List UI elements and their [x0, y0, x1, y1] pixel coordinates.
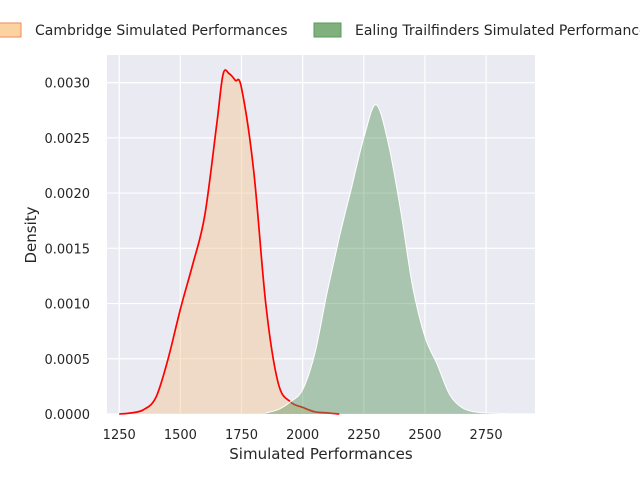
y-tick-label: 0.0025	[45, 132, 91, 147]
legend-label-ealing: Ealing Trailfinders Simulated Performanc…	[355, 23, 640, 39]
x-tick-label: 2250	[347, 428, 380, 443]
density-series	[119, 69, 511, 415]
x-tick-label: 1500	[164, 428, 197, 443]
y-tick-label: 0.0010	[45, 298, 91, 313]
y-tick-label: 0.0000	[45, 408, 91, 423]
density-line-0	[119, 69, 340, 415]
y-tick-label: 0.0020	[45, 187, 91, 202]
density-line-1	[265, 104, 511, 415]
grid-lines	[107, 55, 535, 415]
legend-label-cambridge: Cambridge Simulated Performances	[35, 23, 288, 39]
plot-background	[107, 55, 535, 414]
y-tick-label: 0.0030	[45, 77, 91, 92]
legend-swatch-cambridge	[0, 22, 22, 38]
x-tick-label: 2750	[470, 428, 503, 443]
x-tick-label: 2000	[286, 428, 319, 443]
x-tick-labels: 1250 1500 1750 2000 2250 2500 2750	[103, 428, 503, 443]
legend: Cambridge Simulated Performances Ealing …	[0, 22, 640, 39]
density-area-1	[266, 104, 511, 414]
legend-swatch-ealing	[313, 22, 342, 38]
density-area-0	[119, 70, 340, 414]
x-axis-label: Simulated Performances	[229, 445, 413, 463]
x-tick-label: 1750	[225, 428, 258, 443]
y-axis-label: Density	[22, 206, 40, 263]
y-tick-labels: 0.0000 0.0005 0.0010 0.0015 0.0020 0.0025 0.00…	[45, 77, 91, 423]
y-tick-label: 0.0015	[45, 242, 91, 257]
x-tick-label: 1250	[103, 428, 136, 443]
y-tick-label: 0.0005	[45, 353, 91, 368]
x-tick-label: 2500	[408, 428, 441, 443]
